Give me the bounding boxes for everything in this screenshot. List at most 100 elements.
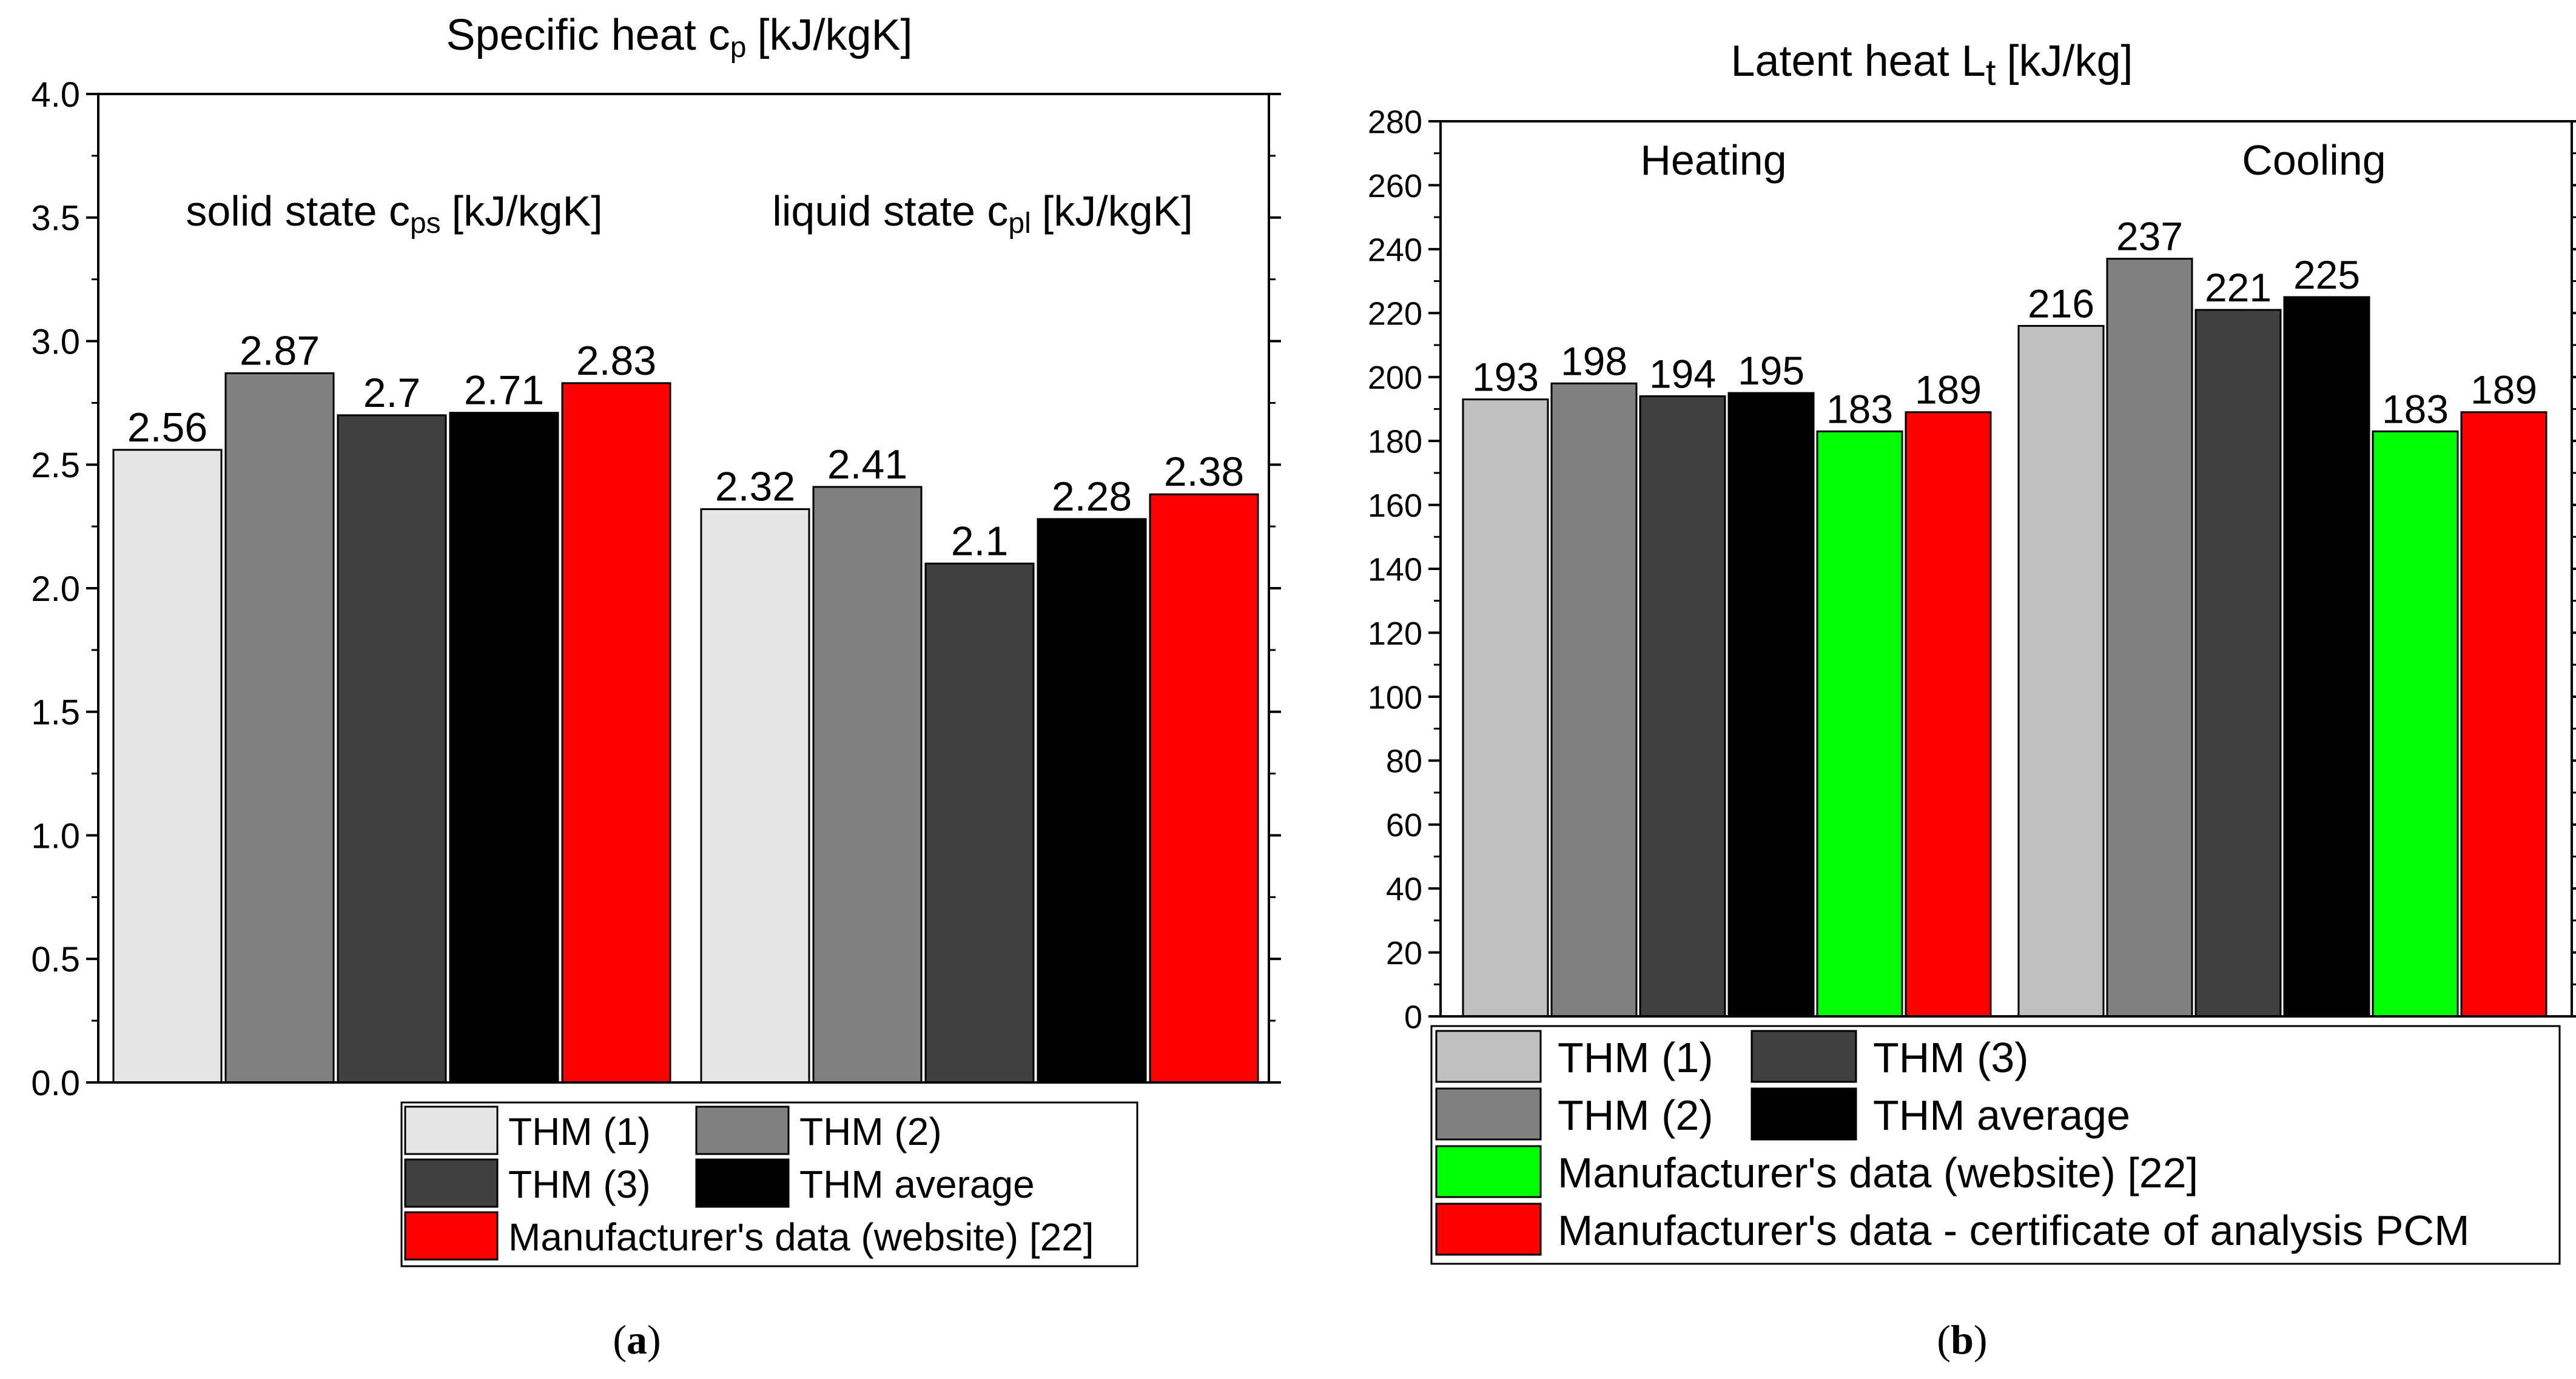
data-label-b-g1-s0: 216 [2028, 281, 2094, 326]
data-label-a-g0-s4: 2.83 [576, 338, 656, 384]
chart-b-caption: (b) [1937, 1317, 1987, 1363]
chart-b-legend-swatch-thm-average [1750, 1087, 1857, 1141]
bar-b-g0-s1 [1550, 382, 1638, 1018]
ytick-label-b-2: 40 [1386, 871, 1422, 908]
data-label-a-g1-s4: 2.38 [1164, 449, 1244, 495]
chart-b: Latent heat Lt [kJ/kg] Heating Cooling 19… [1368, 37, 2576, 1363]
chart-a-group-label-solid: solid state cps [kJ/kgK] [186, 187, 602, 240]
data-label-b-g0-s4: 183 [1826, 386, 1893, 431]
ytick-label-a-5: 2.5 [31, 446, 80, 485]
chart-b-legend-label-thm-average: THM average [1873, 1092, 2130, 1139]
chart-b-group-label-heating: Heating [1640, 136, 1786, 184]
ytick-label-b-5: 100 [1368, 679, 1422, 716]
chart-a-legend-label-thm-average: THM average [799, 1163, 1035, 1206]
data-label-b-g1-s2: 221 [2205, 265, 2272, 310]
bar-b-g0-s4 [1816, 430, 1903, 1018]
ytick-label-a-6: 3.0 [31, 322, 80, 361]
bar-a-g0-s0 [112, 449, 223, 1084]
bar-b-g1-s1 [2106, 258, 2193, 1018]
data-label-b-g0-s2: 194 [1649, 351, 1716, 396]
chart-b-group-label-cooling: Cooling [2242, 136, 2386, 184]
ytick-label-b-13: 260 [1368, 168, 1422, 204]
data-label-a-g1-s1: 2.41 [827, 441, 907, 488]
ytick-label-b-8: 160 [1368, 488, 1422, 524]
chart-a-legend-label-thm1: THM (1) [508, 1110, 651, 1153]
data-label-b-g1-s5: 189 [2470, 367, 2537, 412]
data-label-a-g1-s3: 2.28 [1052, 474, 1132, 520]
bar-b-g1-s5 [2460, 411, 2547, 1018]
chart-b-legend-swatch-thm2 [1435, 1087, 1542, 1141]
data-label-a-g0-s3: 2.71 [464, 367, 544, 414]
chart-b-legend: THM (1) THM (3) THM (2) THM average Manu… [1430, 1025, 2561, 1265]
bar-b-g1-s2 [2194, 309, 2282, 1018]
ytick-label-b-11: 220 [1368, 296, 1422, 332]
data-label-a-g0-s2: 2.7 [363, 370, 421, 416]
bar-a-g1-s1 [812, 486, 923, 1084]
bar-a-g0-s4 [561, 382, 671, 1084]
ytick-label-b-4: 80 [1386, 743, 1422, 780]
chart-b-axes: 0 20 40 60 80 100 120 140 160 180 200 220 240 260 280 [1368, 104, 2576, 1035]
chart-b-legend-label-certificate: Manufacturer's data - certificate of ana… [1558, 1207, 2469, 1254]
chart-a-title: Specific heat cp [kJ/kgK] [446, 11, 912, 64]
ytick-label-b-9: 180 [1368, 424, 1422, 460]
chart-a-legend-swatch-thm2 [695, 1106, 790, 1155]
chart-a-caption: (a) [613, 1317, 661, 1363]
chart-a-bars: 2.56 2.32 2.87 2.41 2.7 2.1 2.71 2.28 2.83 2.38 [112, 327, 1259, 1084]
ytick-label-a-1: 0.5 [31, 940, 80, 979]
chart-a-group-label-liquid: liquid state cpl [kJ/kgK] [772, 187, 1192, 240]
chart-a: Specific heat cp [kJ/kgK] solid state cps… [31, 11, 1281, 1363]
bar-b-g1-s0 [2017, 324, 2105, 1018]
data-label-b-g0-s1: 198 [1561, 338, 1627, 383]
chart-b-legend-swatch-thm1 [1435, 1030, 1542, 1083]
ytick-label-b-7: 140 [1368, 551, 1422, 588]
ytick-label-b-12: 240 [1368, 232, 1422, 268]
chart-b-legend-label-website: Manufacturer's data (website) [22] [1558, 1149, 2198, 1196]
chart-a-legend-label-thm3: THM (3) [508, 1163, 651, 1206]
bar-b-g0-s2 [1639, 395, 1726, 1018]
ytick-label-b-14: 280 [1368, 104, 1422, 140]
ytick-label-a-0: 0.0 [31, 1064, 80, 1103]
chart-b-legend-swatch-thm3 [1750, 1030, 1857, 1083]
chart-b-bars: 193 216 198 237 194 221 195 225 183 183 189 189 [1462, 214, 2547, 1018]
ytick-label-b-1: 20 [1386, 935, 1422, 971]
chart-a-legend: THM (1) THM (2) THM (3) THM average Manu… [400, 1101, 1138, 1267]
chart-a-legend-swatch-thm1 [404, 1106, 499, 1155]
bar-b-g0-s0 [1462, 398, 1549, 1018]
chart-a-legend-label-thm2: THM (2) [799, 1110, 942, 1153]
chart-b-legend-label-thm1: THM (1) [1558, 1034, 1713, 1081]
chart-b-legend-label-thm2: THM (2) [1558, 1092, 1713, 1139]
data-label-a-g1-s0: 2.32 [715, 464, 795, 510]
ytick-label-a-4: 2.0 [31, 569, 80, 609]
bar-a-g0-s1 [224, 372, 335, 1084]
ytick-label-a-3: 1.5 [31, 693, 80, 733]
ytick-label-b-3: 60 [1386, 807, 1422, 844]
bar-b-g0-s5 [1905, 411, 1992, 1018]
ytick-label-a-8: 4.0 [31, 75, 80, 115]
chart-b-legend-frame [1430, 1025, 2561, 1265]
ytick-label-a-7: 3.5 [31, 199, 80, 238]
chart-a-legend-swatch-thm-average [695, 1158, 790, 1208]
bar-b-g1-s3 [2283, 296, 2370, 1018]
chart-a-legend-swatch-thm3 [404, 1158, 499, 1208]
chart-b-legend-swatch-certificate [1435, 1203, 1542, 1256]
bar-a-g1-s2 [924, 562, 1035, 1084]
data-label-b-g0-s3: 195 [1738, 348, 1804, 393]
data-label-b-g0-s5: 189 [1915, 367, 1982, 412]
chart-b-legend-swatch-website [1435, 1145, 1542, 1198]
ytick-label-b-0: 0 [1404, 999, 1422, 1035]
chart-b-legend-label-thm3: THM (3) [1873, 1034, 2029, 1081]
bar-a-g0-s2 [337, 414, 447, 1084]
data-label-b-g0-s0: 193 [1472, 355, 1539, 400]
chart-a-axes: 0.0 0.5 1.0 1.5 2.0 2.5 3.0 3.5 4.0 [31, 75, 1281, 1103]
ytick-label-b-10: 200 [1368, 360, 1422, 396]
data-label-a-g0-s1: 2.87 [240, 327, 320, 374]
chart-a-legend-label-manufacturer: Manufacturer's data (website) [22] [508, 1215, 1094, 1259]
bar-a-g0-s3 [449, 412, 559, 1084]
chart-b-title: Latent heat Lt [kJ/kg] [1730, 37, 2133, 93]
bar-b-g1-s4 [2372, 430, 2459, 1018]
bar-a-g1-s3 [1037, 518, 1147, 1084]
bar-a-g1-s0 [700, 508, 810, 1084]
bar-b-g0-s3 [1727, 392, 1815, 1018]
data-label-b-g1-s4: 183 [2382, 386, 2449, 431]
